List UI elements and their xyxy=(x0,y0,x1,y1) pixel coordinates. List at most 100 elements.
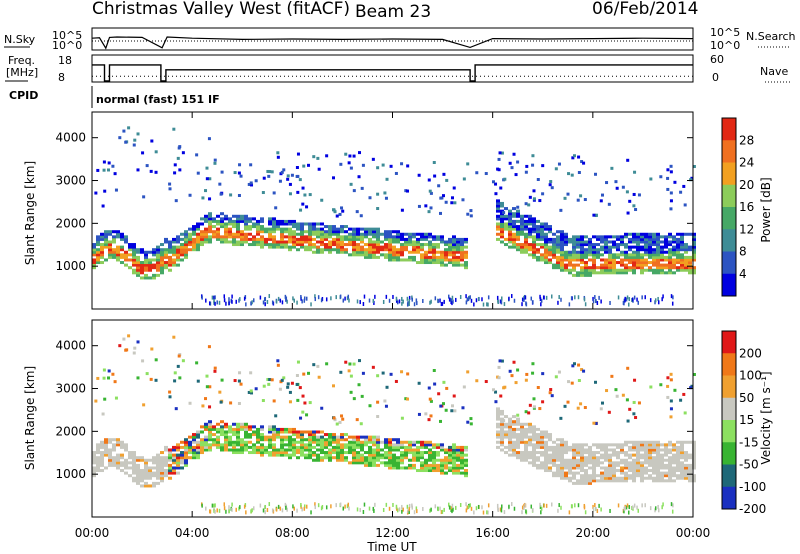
velocity-cell xyxy=(508,422,512,426)
velocity-cell xyxy=(592,456,596,460)
velocity-cell xyxy=(536,456,540,460)
power-cell xyxy=(624,250,628,254)
power-cell xyxy=(500,225,504,229)
power-cell xyxy=(572,255,576,259)
velocity-cell xyxy=(144,471,148,475)
power-cell xyxy=(540,235,544,239)
power-cell xyxy=(530,296,533,301)
power-cell xyxy=(220,237,224,241)
power-cell xyxy=(516,237,520,241)
velocity-cell xyxy=(260,453,264,457)
power-cell xyxy=(503,177,507,181)
power-cell xyxy=(288,219,292,223)
velocity-cell xyxy=(460,453,464,457)
velocity-cell xyxy=(276,453,280,457)
velocity-cell xyxy=(572,466,576,470)
velocity-cell xyxy=(552,448,556,452)
velocity-cell xyxy=(540,445,544,449)
velocity-cell xyxy=(320,440,324,444)
velocity-cell xyxy=(416,451,420,455)
velocity-cell xyxy=(558,503,560,508)
velocity-cell xyxy=(348,461,352,465)
velocity-cell xyxy=(500,433,504,437)
velocity-cell xyxy=(156,469,160,473)
velocity-cell xyxy=(280,451,284,455)
velocity-cell xyxy=(512,433,516,437)
velocity-cell xyxy=(388,453,392,457)
power-cell xyxy=(604,263,608,267)
velocity-cell xyxy=(208,509,211,514)
power-cell xyxy=(669,191,673,195)
velocity-cell xyxy=(132,451,136,455)
velocity-cell xyxy=(520,440,524,444)
power-cell xyxy=(592,235,596,239)
velocity-cell xyxy=(612,443,616,447)
velocity-cell xyxy=(552,461,556,465)
power-cell xyxy=(424,250,428,254)
power-cell xyxy=(148,263,152,267)
power-cell xyxy=(276,151,280,155)
velocity-cell xyxy=(384,438,388,442)
velocity-cell xyxy=(292,438,296,442)
power-cell xyxy=(520,219,524,223)
velocity-cell xyxy=(598,503,600,508)
power-cell xyxy=(195,153,199,157)
velocity-cell xyxy=(652,443,656,447)
velocity-cell xyxy=(560,448,564,452)
power-cell xyxy=(384,232,388,236)
power-cell xyxy=(644,258,648,262)
noise-panel: N.Sky 10^5 10^0 10^5 10^0 N.Search xyxy=(4,26,796,52)
velocity-cell xyxy=(152,474,156,478)
power-cell xyxy=(144,263,148,267)
velocity-cell xyxy=(260,438,264,442)
velocity-cell xyxy=(596,451,600,455)
power-cell xyxy=(400,250,404,254)
power-cell xyxy=(368,243,372,247)
power-cell xyxy=(231,294,233,299)
power-cell xyxy=(240,240,244,244)
velocity-cell xyxy=(524,433,528,437)
velocity-cell xyxy=(260,443,264,447)
velocity-cell xyxy=(124,445,128,449)
power-cell xyxy=(237,171,241,175)
velocity-cell xyxy=(524,378,528,382)
power-cell xyxy=(224,232,228,236)
power-cell xyxy=(368,232,372,236)
power-cell xyxy=(204,227,208,231)
velocity-cell xyxy=(469,503,471,508)
power-cell xyxy=(384,248,388,252)
velocity-cell xyxy=(448,458,452,462)
power-cell xyxy=(460,245,464,249)
power-cell xyxy=(576,237,580,241)
velocity-cell xyxy=(540,440,544,444)
power-cell xyxy=(648,250,652,254)
velocity-cell xyxy=(420,466,424,470)
power-cell xyxy=(548,261,552,265)
power-cell xyxy=(688,268,692,272)
power-cell xyxy=(396,232,400,236)
power-cell xyxy=(124,250,128,254)
power-cell xyxy=(428,240,432,244)
velocity-cell xyxy=(144,469,148,473)
power-cell xyxy=(496,237,500,241)
power-cell xyxy=(272,225,276,229)
power-cell xyxy=(160,243,164,247)
power-cell xyxy=(491,180,495,184)
velocity-cell xyxy=(240,448,244,452)
velocity-cell xyxy=(388,440,392,444)
power-cell xyxy=(356,253,360,257)
velocity-cell xyxy=(127,334,131,338)
power-cell xyxy=(600,240,604,244)
velocity-cell xyxy=(374,502,376,507)
velocity-cell xyxy=(252,443,256,447)
velocity-cell xyxy=(288,400,292,404)
velocity-cell xyxy=(614,388,618,392)
power-cell xyxy=(168,263,172,267)
power-cell xyxy=(300,235,304,239)
velocity-cell xyxy=(536,466,540,470)
power-cell xyxy=(560,237,564,241)
power-cell xyxy=(216,222,220,226)
power-cell xyxy=(382,299,385,304)
power-cell xyxy=(332,225,336,229)
velocity-cell xyxy=(264,435,268,439)
